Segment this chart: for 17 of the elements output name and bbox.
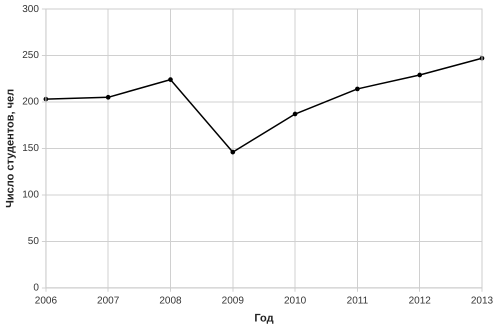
x-tick-label: 2010 [284,296,307,307]
y-axis-title: Число студентов, чел [4,88,17,208]
x-axis-title: Год [254,312,274,324]
x-tick-label: 2008 [159,296,182,307]
y-tick-label: 0 [33,282,40,294]
y-tick-label: 100 [22,190,40,201]
y-tick-label: 150 [22,143,40,154]
x-tick-label: 2012 [408,296,432,307]
x-tick-label: 2011 [346,296,369,307]
x-tick-label: 2009 [222,296,244,307]
x-tick-label: 2006 [34,296,58,307]
y-tick-label: 50 [28,236,40,248]
y-tick-label: 250 [22,50,40,62]
x-tick-label: 2013 [470,296,494,307]
x-tick-label: 2007 [97,296,120,307]
y-tick-label: 200 [22,96,40,108]
y-tick-label: 300 [22,4,40,15]
